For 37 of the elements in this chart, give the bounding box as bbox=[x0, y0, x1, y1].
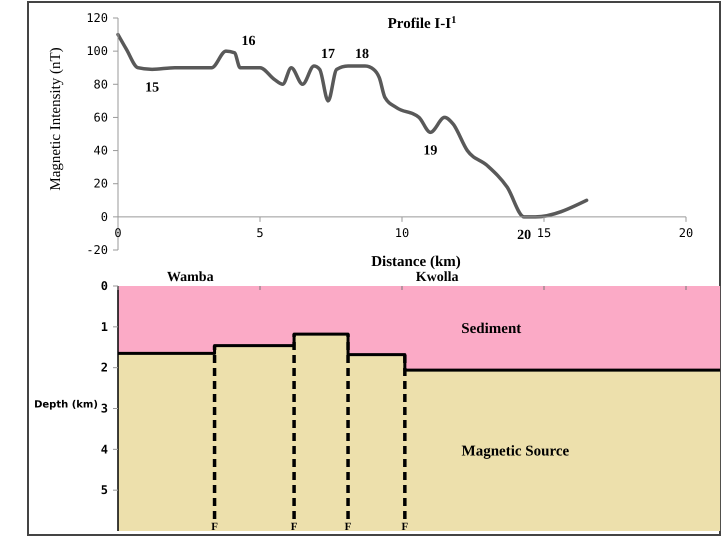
y-tick-label: 100 bbox=[86, 44, 108, 58]
y-axis-title: Depth (km) bbox=[34, 400, 98, 410]
y-tick-label: 1 bbox=[100, 320, 108, 334]
line-series bbox=[116, 32, 588, 219]
x-tick-label: 0 bbox=[114, 226, 122, 240]
y-tick-label: 5 bbox=[100, 483, 108, 498]
y-tick-label: 0 bbox=[100, 279, 108, 293]
x-tick-label: 15 bbox=[536, 226, 552, 240]
y-tick-label: 80 bbox=[94, 77, 108, 92]
y-tick-label: 60 bbox=[94, 110, 108, 124]
ref-line-label: F bbox=[401, 521, 408, 533]
y-tick-label: 20 bbox=[94, 176, 108, 191]
annotation: 15 bbox=[145, 80, 160, 96]
series-label: Magnetic Source bbox=[462, 444, 570, 460]
chart-title: Profile I-I$^{1}$ bbox=[388, 14, 456, 32]
x-tick-label: 10 bbox=[394, 226, 410, 240]
annotation: 18 bbox=[355, 47, 370, 62]
x-tick-label: 20 bbox=[678, 226, 694, 240]
x-axis-title: Distance (km) bbox=[371, 254, 461, 270]
text: Kwolla bbox=[416, 270, 458, 285]
text: Wamba bbox=[166, 270, 214, 285]
y-axis-title: Magnetic Intensity (nT) bbox=[48, 47, 64, 191]
y-tick-label: 4 bbox=[100, 442, 108, 456]
y-tick-label: 2 bbox=[100, 360, 108, 375]
y-tick-label: 3 bbox=[100, 402, 108, 416]
annotation: 16 bbox=[241, 34, 256, 49]
series-label: Sediment bbox=[461, 321, 522, 338]
y-tick-label: 40 bbox=[94, 144, 108, 158]
ref-line-label: F bbox=[290, 521, 298, 533]
y-tick-label: -20 bbox=[86, 243, 108, 257]
x-tick-label: 5 bbox=[256, 226, 264, 240]
y-tick-label: 0 bbox=[100, 210, 108, 224]
annotation: 19 bbox=[423, 143, 438, 158]
ref-line-label: F bbox=[344, 521, 352, 533]
y-tick-label: 120 bbox=[86, 11, 108, 25]
annotation: 17 bbox=[320, 47, 335, 62]
ref-line-label: F bbox=[211, 521, 218, 533]
